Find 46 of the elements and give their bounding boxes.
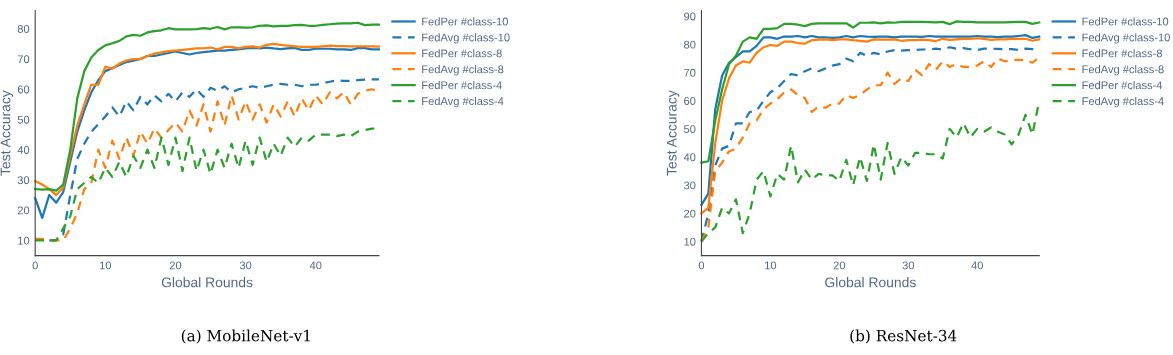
x-tick-label: 10 <box>100 261 112 270</box>
y-tick-label: 30 <box>683 181 696 190</box>
y-tick-label: 10 <box>18 236 30 245</box>
y-axis-title: Test Accuracy <box>0 90 14 176</box>
text: (b) ResNet-34 <box>850 329 957 344</box>
y-tick-label: 20 <box>17 206 30 215</box>
legend-label: FedAvg #class-4 <box>422 96 504 108</box>
legend-label: FedAvg #class-8 <box>422 65 504 76</box>
legend-label: FedAvg #class-10 <box>1082 33 1170 44</box>
legend-label: FedPer #class-4 <box>1082 80 1163 90</box>
legend-label: FedPer #class-4 <box>422 80 502 90</box>
y-tick-label: 50 <box>683 125 696 134</box>
y-tick-label: 70 <box>684 68 696 77</box>
x-tick-label: 30 <box>239 261 252 270</box>
legend-label: FedPer #class-10 <box>422 17 508 26</box>
x-tick-label: 20 <box>833 261 846 270</box>
y-tick-label: 50 <box>17 115 30 124</box>
legend-label: FedAvg #class-4 <box>1082 96 1164 108</box>
legend-label: FedAvg #class-8 <box>1082 65 1164 76</box>
y-tick-label: 40 <box>17 146 30 154</box>
y-tick-label: 80 <box>17 25 30 33</box>
y-tick-label: 60 <box>17 85 30 94</box>
y-tick-label: 70 <box>17 55 30 64</box>
legend-label: FedPer #class-8 <box>1082 49 1162 58</box>
x-tick-label: 0 <box>32 261 38 270</box>
x-tick-label: 20 <box>169 261 182 270</box>
x-tick-label: 30 <box>902 261 915 270</box>
x-axis-title: Global Rounds <box>161 277 253 288</box>
x-tick-label: 40 <box>971 261 983 270</box>
y-tick-label: 90 <box>684 12 696 21</box>
x-tick-label: 10 <box>765 261 777 270</box>
y-tick-label: 30 <box>17 176 30 185</box>
x-axis-title: Global Rounds <box>825 277 916 288</box>
y-tick-label: 60 <box>684 97 696 105</box>
y-tick-label: 80 <box>684 40 696 49</box>
x-tick-label: 0 <box>698 261 705 270</box>
y-axis-title: Test Accuracy <box>666 90 680 176</box>
legend-label: FedPer #class-10 <box>1082 17 1169 26</box>
x-tick-label: 40 <box>309 261 322 270</box>
y-tick-label: 20 <box>684 209 696 218</box>
text: (a) MobileNet-v1 <box>181 329 310 344</box>
legend-label: FedAvg #class-10 <box>422 33 510 44</box>
line-series <box>700 20 1041 164</box>
y-tick-label: 10 <box>684 237 696 246</box>
y-tick-label: 40 <box>683 153 696 162</box>
legend-label: FedPer #class-8 <box>422 49 502 58</box>
